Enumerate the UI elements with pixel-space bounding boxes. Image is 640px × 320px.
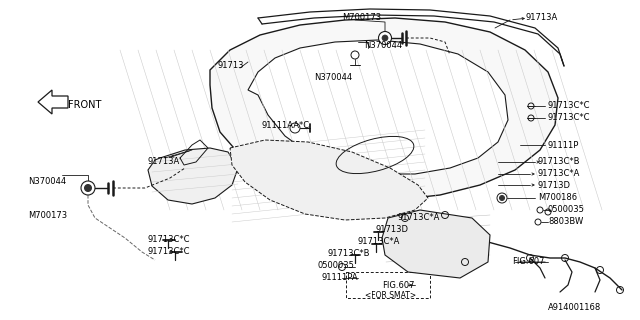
Text: 91713D: 91713D (538, 180, 571, 189)
Text: 91713C*C: 91713C*C (548, 114, 591, 123)
Circle shape (378, 31, 392, 44)
Text: 91713C*C: 91713C*C (148, 247, 191, 257)
Text: M700173: M700173 (342, 12, 381, 21)
Circle shape (499, 196, 504, 201)
Circle shape (290, 123, 300, 133)
Polygon shape (210, 18, 558, 200)
Text: FIG.607: FIG.607 (512, 258, 545, 267)
Text: 91713C*C: 91713C*C (148, 236, 191, 244)
Text: 91713C*A: 91713C*A (398, 213, 440, 222)
Text: 91713C*A: 91713C*A (538, 170, 580, 179)
Text: 91713C*C: 91713C*C (548, 100, 591, 109)
Text: 91713C*B: 91713C*B (538, 157, 580, 166)
Text: FIG.607: FIG.607 (382, 281, 415, 290)
Circle shape (84, 185, 92, 191)
Text: N370044: N370044 (364, 41, 402, 50)
Polygon shape (382, 210, 490, 278)
Text: M700173: M700173 (28, 211, 67, 220)
Text: 91111PA: 91111PA (322, 274, 358, 283)
Circle shape (351, 51, 359, 59)
Text: 91713D: 91713D (375, 226, 408, 235)
Circle shape (535, 219, 541, 225)
Text: 8803BW: 8803BW (548, 218, 583, 227)
Polygon shape (230, 140, 428, 220)
Circle shape (497, 193, 507, 203)
Text: 0500035: 0500035 (318, 261, 355, 270)
Text: FRONT: FRONT (68, 100, 101, 110)
Polygon shape (148, 148, 238, 204)
Text: 91713C*B: 91713C*B (328, 250, 371, 259)
Text: 91713: 91713 (218, 60, 244, 69)
Polygon shape (248, 40, 508, 174)
Text: A914001168: A914001168 (548, 303, 601, 313)
Circle shape (81, 181, 95, 195)
Text: 91713A: 91713A (525, 12, 557, 21)
Text: 91713A: 91713A (148, 157, 180, 166)
Text: N370044: N370044 (28, 178, 66, 187)
Text: 91713C*A: 91713C*A (358, 237, 401, 246)
Text: N370044: N370044 (314, 74, 352, 83)
Text: 91111AA*C: 91111AA*C (262, 121, 310, 130)
Text: 0500035: 0500035 (548, 205, 585, 214)
Text: <FOR SMAT>: <FOR SMAT> (365, 292, 416, 300)
Circle shape (382, 35, 388, 41)
Text: 91111P: 91111P (548, 140, 579, 149)
Circle shape (537, 207, 543, 213)
Text: M700186: M700186 (538, 193, 577, 202)
